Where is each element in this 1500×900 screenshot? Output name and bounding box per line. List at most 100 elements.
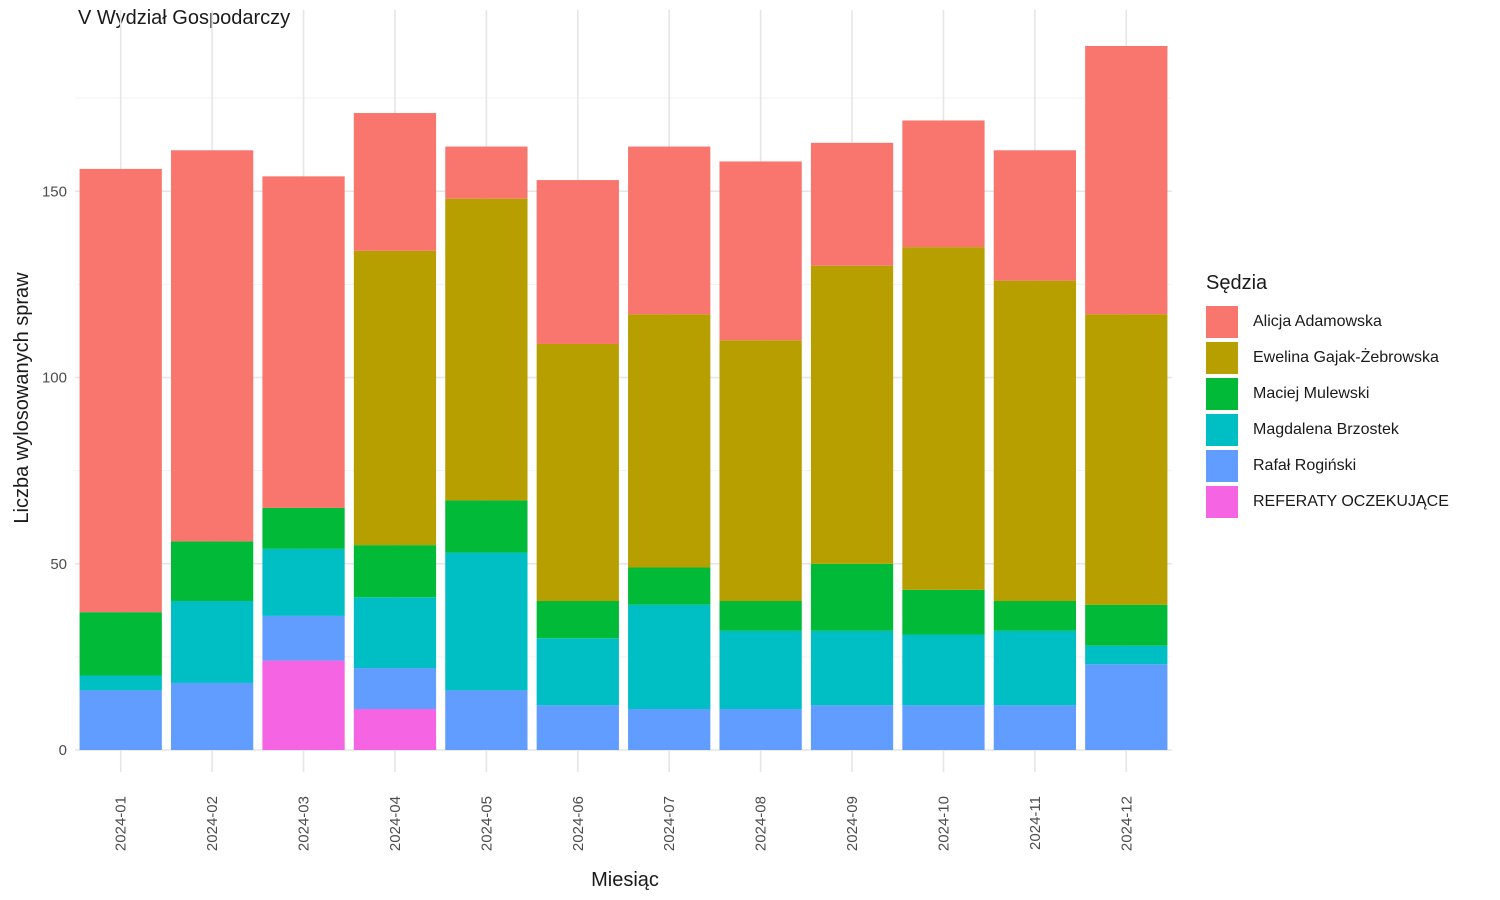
legend-label: REFERATY OCZEKUJĄCE (1253, 493, 1449, 510)
legend-label: Magdalena Brzostek (1253, 421, 1399, 438)
bar-segment (902, 634, 985, 706)
bar-segment (1085, 604, 1168, 646)
legend-color-swatch (1206, 414, 1238, 446)
bar-segment (902, 247, 985, 590)
bar-segment (810, 265, 894, 564)
bar-segment (170, 682, 254, 750)
legend-color-swatch (1206, 378, 1238, 410)
bar-segment (79, 690, 162, 750)
bar-segment (262, 660, 345, 750)
bar-segment (445, 552, 528, 691)
bar-segment (536, 601, 619, 639)
bar-segment (262, 615, 345, 661)
bar-segment (719, 340, 802, 601)
bar-segment (536, 705, 619, 750)
bar-segment (262, 507, 345, 549)
bar-segment (628, 314, 711, 568)
bar-segment (810, 630, 894, 706)
bar-segment (445, 198, 528, 501)
legend-color-swatch (1206, 342, 1238, 374)
y-tick-label: 150 (42, 183, 67, 200)
bars (79, 45, 1168, 750)
bar-segment (902, 589, 985, 635)
bar-segment (79, 675, 162, 691)
legend-color-swatch (1206, 450, 1238, 482)
x-tick-label: 2024-02 (204, 796, 221, 851)
bar-segment (628, 146, 711, 315)
bar-segment (170, 541, 254, 601)
legend-title: Sędzia (1206, 272, 1268, 294)
y-tick-label: 100 (42, 370, 67, 387)
bar-segment (993, 280, 1077, 601)
x-tick-label: 2024-08 (753, 796, 770, 851)
bar-segment (810, 142, 894, 266)
bar-segment (993, 705, 1077, 750)
legend-label: Alicja Adamowska (1253, 313, 1382, 330)
legend-item: Magdalena Brzostek (1206, 412, 1449, 448)
x-tick-label: 2024-10 (935, 796, 952, 851)
bar-segment (902, 705, 985, 750)
legend-item: Ewelina Gajak-Żebrowska (1206, 340, 1449, 376)
bar-segment (902, 120, 985, 248)
bar-segment (536, 638, 619, 706)
legend-label: Ewelina Gajak-Żebrowska (1253, 349, 1439, 366)
y-axis-label: Liczba wylosowanych spraw (11, 272, 33, 524)
legend-label: Maciej Mulewski (1253, 385, 1370, 402)
bar-segment (170, 601, 254, 683)
x-tick-label: 2024-06 (570, 796, 587, 851)
x-axis-label: Miesiąc (591, 869, 659, 891)
x-tick-label: 2024-04 (387, 796, 404, 851)
bar-segment (810, 563, 894, 631)
x-tick-label: 2024-09 (844, 796, 861, 851)
chart-title: V Wydział Gospodarczy (78, 7, 291, 29)
y-axis-ticks: 0 50 100 150 (42, 183, 67, 759)
bar-segment (810, 705, 894, 750)
bar-segment (1085, 664, 1168, 750)
x-axis-ticks: 2024-01 2024-02 2024-03 2024-04 2024-05 2024-… (113, 796, 1136, 851)
bar-segment (353, 545, 437, 598)
bar-segment (1085, 314, 1168, 605)
bar-segment (719, 709, 802, 750)
bar-segment (1085, 45, 1168, 315)
bar-segment (445, 146, 528, 199)
bar-segment (719, 601, 802, 631)
x-tick-label: 2024-07 (661, 796, 678, 851)
y-tick-label: 50 (50, 556, 67, 573)
bar-segment (262, 176, 345, 508)
bar-segment (993, 150, 1077, 281)
legend-item: Alicja Adamowska (1206, 304, 1449, 340)
bar-segment (353, 668, 437, 710)
bar-segment (993, 630, 1077, 706)
bar-segment (628, 604, 711, 710)
x-tick-label: 2024-05 (478, 796, 495, 851)
bar-segment (719, 161, 802, 341)
bar-segment (719, 630, 802, 710)
bar-segment (79, 168, 162, 613)
bar-segment (79, 612, 162, 676)
bar-segment (445, 690, 528, 750)
bar-segment (993, 601, 1077, 631)
bar-segment (445, 500, 528, 553)
legend-item: Maciej Mulewski (1206, 376, 1449, 412)
legend-item: REFERATY OCZEKUJĄCE (1206, 484, 1449, 520)
legend-color-swatch (1206, 486, 1238, 518)
bar-segment (628, 567, 711, 605)
x-tick-label: 2024-01 (113, 796, 130, 851)
bar-segment (536, 343, 619, 601)
bar-segment (353, 597, 437, 669)
bar-segment (353, 709, 437, 750)
bar-segment (353, 113, 437, 251)
x-tick-label: 2024-11 (1027, 796, 1044, 850)
y-tick-label: 0 (59, 742, 67, 759)
legend: Sędzia Alicja Adamowska Ewelina Gajak-Żeb… (1206, 272, 1449, 520)
legend-items: Alicja Adamowska Ewelina Gajak-Żebrowska M… (1206, 304, 1449, 520)
legend-color-swatch (1206, 306, 1238, 338)
bar-segment (262, 548, 345, 616)
legend-label: Rafał Rogiński (1253, 457, 1357, 474)
bar-segment (1085, 645, 1168, 665)
bar-segment (536, 180, 619, 344)
x-tick-label: 2024-03 (296, 796, 313, 851)
x-tick-label: 2024-12 (1118, 796, 1135, 851)
bar-segment (170, 150, 254, 542)
